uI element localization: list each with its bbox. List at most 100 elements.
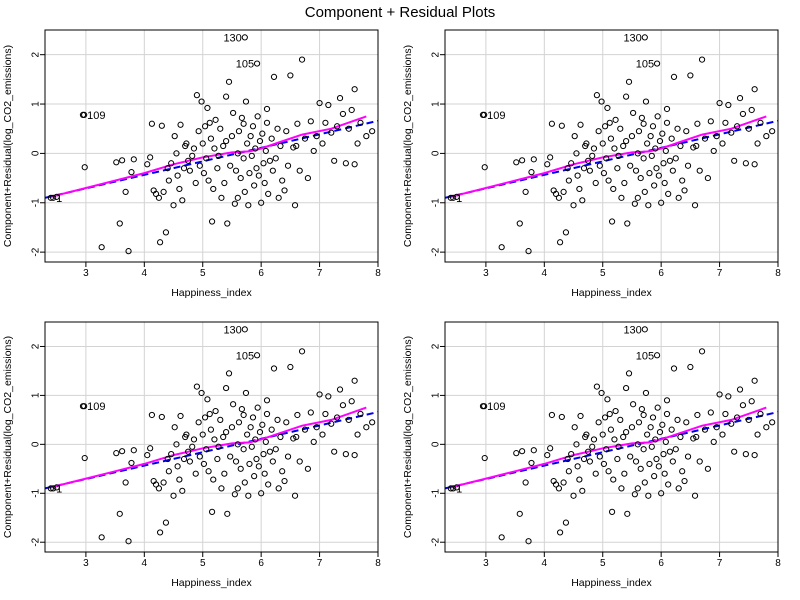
data-point [113,450,120,457]
data-point [258,199,265,206]
data-point [585,157,592,164]
point-label: 130 [623,32,641,44]
x-axis-label: Happiness_index [571,287,652,299]
data-point [662,147,669,155]
data-point [252,145,259,152]
data-point [606,410,613,418]
data-point [624,510,631,517]
data-point [173,150,180,157]
data-point [659,130,666,137]
data-point [322,119,329,126]
data-point [247,424,254,431]
data-point [208,508,216,515]
data-point [265,481,272,488]
data-point [261,470,268,477]
data-point [573,441,580,448]
data-point [748,106,755,114]
data-point [519,448,526,455]
data-point [266,157,274,164]
data-point [693,433,700,441]
data-point [642,98,650,105]
point-label: 109 [87,401,105,413]
data-point [522,479,529,486]
data-point [319,431,326,438]
data-point [662,438,669,445]
x-tick-label: 8 [775,558,781,569]
data-point [691,492,699,499]
data-point [195,128,202,135]
data-point [687,72,694,79]
data-point [637,174,644,182]
data-point [240,155,247,162]
data-point [218,194,225,201]
data-point [707,409,714,416]
data-point [164,165,171,172]
data-point [722,119,729,126]
data-point [663,397,671,404]
data-point [253,165,260,172]
data-point [227,162,234,169]
data-point [186,167,193,174]
point-label: 105 [236,59,254,71]
data-point [217,125,224,132]
data-point [192,179,199,187]
data-point [617,125,624,132]
data-point [599,431,606,438]
data-point [498,534,505,541]
data-point [728,420,735,427]
data-point [627,162,634,169]
data-point [547,445,554,452]
data-point [304,174,311,182]
data-point [325,101,332,109]
data-point [201,123,209,130]
data-point [596,162,603,169]
data-point [310,147,317,155]
data-point [614,165,621,172]
data-point [560,188,567,196]
data-point [235,128,243,135]
data-point [649,123,657,130]
data-point [617,416,624,423]
data-point [279,468,286,475]
data-point [258,490,265,497]
crplot-panel-1: 130 105 109 1 3 4 5 6 7 8 -2 -1 0 1 2 Happiness_index Co… [2,29,381,299]
y-tick-label: 0 [431,150,442,156]
data-point [266,448,274,455]
data-point [605,468,612,475]
y-tick-label: 0 [31,441,42,447]
data-point [552,190,560,197]
data-point [246,170,253,177]
x-tick-label: 5 [600,558,606,569]
data-point [681,477,688,485]
data-point [670,365,678,372]
data-point [319,140,326,147]
data-point [298,56,306,63]
data-point [200,170,208,177]
data-point [592,179,599,187]
point-label: 109 [487,401,505,413]
data-point [653,165,660,172]
point-label: 109 [87,110,105,122]
x-tick-label: 8 [375,268,381,279]
x-tick-label: 3 [483,268,489,279]
y-tick-label: 2 [31,343,42,349]
data-point [301,426,309,433]
data-point [336,386,344,393]
data-point [694,411,701,419]
data-point [577,121,584,128]
data-point [610,185,617,193]
data-point [316,391,323,398]
data-point [586,167,593,174]
data-point [654,113,661,120]
data-point [590,145,598,152]
data-point [683,419,690,426]
data-point [205,468,212,475]
data-point [687,363,694,371]
data-point [707,118,714,125]
data-point [155,194,163,201]
data-point [640,446,647,453]
data-point [182,142,189,150]
data-point [225,370,233,377]
data-point [677,433,684,441]
data-point [242,389,250,397]
